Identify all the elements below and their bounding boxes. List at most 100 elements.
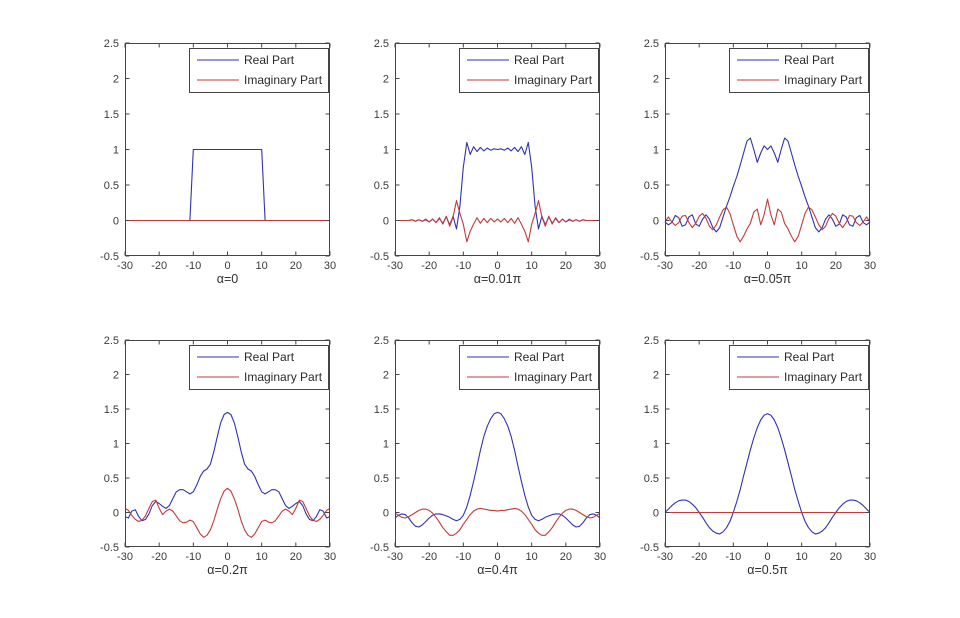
x-tick-label: -30 <box>117 551 133 563</box>
y-tick-label: 1 <box>113 145 119 157</box>
y-tick-label: 2.5 <box>644 335 659 347</box>
x-tick-label: -10 <box>455 551 471 563</box>
legend-box <box>729 345 869 390</box>
subplot-alpha-0.5pi: -30 -20 -10 0 10 20 30 -0.5 0 0.5 1 1.5 2 2.5 Real Par… <box>640 335 876 577</box>
curve-imaginary-part <box>395 200 600 243</box>
y-tick-label: 1 <box>653 439 659 451</box>
legend-label-real-part: Real Part <box>784 53 835 67</box>
x-tick-label: -20 <box>691 260 707 272</box>
x-tick-label: 20 <box>560 260 572 272</box>
legend-label-real-part: Real Part <box>514 350 565 364</box>
y-tick-label: 0.5 <box>104 473 119 485</box>
y-tick-label: 1 <box>653 145 659 157</box>
x-tick-label: 30 <box>864 551 876 563</box>
x-tick-label: -30 <box>387 551 403 563</box>
y-tick-label: 2.5 <box>104 38 119 50</box>
y-tick-label: -0.5 <box>100 251 119 263</box>
legend-label-real-part: Real Part <box>514 53 565 67</box>
x-tick-label: 0 <box>494 551 500 563</box>
x-tick-label: 30 <box>594 260 606 272</box>
legend-box <box>459 345 599 390</box>
curve-imaginary-part <box>664 198 871 243</box>
y-tick-label: 2 <box>653 74 659 86</box>
curve-imaginary-part <box>124 487 331 538</box>
y-tick-label: 0.5 <box>644 180 659 192</box>
x-tick-label: -10 <box>185 551 201 563</box>
x-tick-label: -10 <box>725 551 741 563</box>
xlabel-alpha-0.2pi: α=0.2π <box>207 563 248 577</box>
x-tick-label: 10 <box>256 551 268 563</box>
xlabel-alpha-0.05pi: α=0.05π <box>743 272 792 286</box>
x-tick-label: -30 <box>117 260 133 272</box>
x-tick-label: -20 <box>151 551 167 563</box>
subplot-alpha-0.2pi: -30 -20 -10 0 10 20 30 -0.5 0 0.5 1 1.5 2 2.5 Real Par… <box>100 335 336 577</box>
y-tick-label: 2 <box>383 74 389 86</box>
x-tick-label: 30 <box>594 551 606 563</box>
legend-label-real-part: Real Part <box>244 350 295 364</box>
x-tick-label: 10 <box>526 260 538 272</box>
x-tick-label: 0 <box>224 551 230 563</box>
y-tick-label: 0.5 <box>374 473 389 485</box>
x-tick-label: -30 <box>657 551 673 563</box>
y-tick-label: 0 <box>653 508 659 520</box>
subplot-alpha-0: -30 -20 -10 0 10 20 30 -0.5 0 0.5 1 1.5 2 2.5 Real Par… <box>100 38 336 286</box>
x-tick-label: -20 <box>421 551 437 563</box>
y-tick-label: 0 <box>113 508 119 520</box>
xlabel-alpha-0: α=0 <box>216 272 239 286</box>
xlabel-alpha-0.5pi: α=0.5π <box>747 563 788 577</box>
x-tick-label: 10 <box>796 551 808 563</box>
curve-real-part <box>664 137 871 233</box>
x-tick-label: 0 <box>764 551 770 563</box>
x-tick-label: 0 <box>494 260 500 272</box>
y-tick-label: 2.5 <box>374 38 389 50</box>
plot-axes-alpha-0.4pi: -30 -20 -10 0 10 20 30 -0.5 0 0.5 1 1.5 2 2.5 Real Par… <box>370 335 606 563</box>
y-tick-label: -0.5 <box>370 542 389 554</box>
legend-label-imaginary-part: Imaginary Part <box>514 370 593 384</box>
x-tick-label: -20 <box>151 260 167 272</box>
curve-real-part <box>124 411 331 522</box>
y-tick-label: 0 <box>383 508 389 520</box>
y-tick-label: 2.5 <box>644 38 659 50</box>
x-tick-label: 30 <box>864 260 876 272</box>
plot-axes-alpha-0.5pi: -30 -20 -10 0 10 20 30 -0.5 0 0.5 1 1.5 2 2.5 Real Par… <box>640 335 876 563</box>
curve-imaginary-part <box>394 507 601 536</box>
y-tick-label: 2.5 <box>104 335 119 347</box>
y-tick-label: 0 <box>113 216 119 228</box>
legend-label-imaginary-part: Imaginary Part <box>784 73 863 87</box>
y-tick-label: 1.5 <box>374 109 389 121</box>
y-tick-label: 1.5 <box>644 109 659 121</box>
y-tick-label: 1.5 <box>644 404 659 416</box>
legend-label-imaginary-part: Imaginary Part <box>244 73 323 87</box>
x-tick-label: -10 <box>185 260 201 272</box>
y-tick-label: 0.5 <box>374 180 389 192</box>
legend-label-imaginary-part: Imaginary Part <box>244 370 323 384</box>
y-tick-label: 1.5 <box>374 404 389 416</box>
x-tick-label: 10 <box>526 551 538 563</box>
y-tick-label: 1.5 <box>104 109 119 121</box>
subplot-alpha-0.4pi: -30 -20 -10 0 10 20 30 -0.5 0 0.5 1 1.5 2 2.5 Real Par… <box>370 335 606 577</box>
subplot-alpha-0.01pi: -30 -20 -10 0 10 20 30 -0.5 0 0.5 1 1.5 2 2.5 Real Par… <box>370 38 606 286</box>
x-tick-label: -10 <box>725 260 741 272</box>
x-tick-label: -20 <box>421 260 437 272</box>
y-tick-label: 2 <box>113 74 119 86</box>
y-tick-label: 0 <box>653 216 659 228</box>
legend-label-real-part: Real Part <box>244 53 295 67</box>
legend-box <box>729 48 869 93</box>
x-tick-label: -10 <box>455 260 471 272</box>
legend-box <box>189 345 329 390</box>
xlabel-alpha-0.4pi: α=0.4π <box>477 563 518 577</box>
y-tick-label: -0.5 <box>100 542 119 554</box>
y-tick-label: 1.5 <box>104 404 119 416</box>
x-tick-label: -20 <box>691 551 707 563</box>
x-tick-label: 0 <box>224 260 230 272</box>
legend-label-imaginary-part: Imaginary Part <box>784 370 863 384</box>
y-tick-label: 1 <box>383 145 389 157</box>
y-tick-label: -0.5 <box>640 542 659 554</box>
x-tick-label: 30 <box>324 551 336 563</box>
x-tick-label: 20 <box>560 551 572 563</box>
y-tick-label: 1 <box>113 439 119 451</box>
y-tick-label: 2 <box>383 370 389 382</box>
x-tick-label: 20 <box>830 551 842 563</box>
legend-box <box>459 48 599 93</box>
y-tick-label: 2.5 <box>374 335 389 347</box>
